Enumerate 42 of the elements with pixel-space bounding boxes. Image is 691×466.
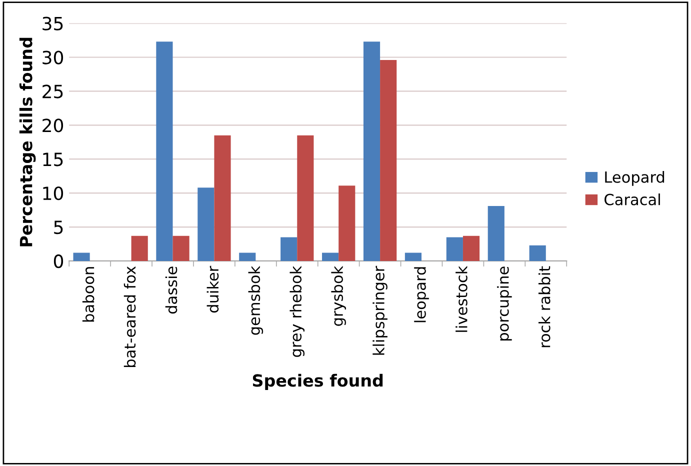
x-tick-label: gemsbok xyxy=(248,266,264,335)
x-tick-label: duiker xyxy=(206,266,219,313)
bar xyxy=(404,252,422,261)
y-tick-label: 35 xyxy=(42,16,63,30)
y-tick-label: 20 xyxy=(42,118,64,132)
x-tick-label: porcupine xyxy=(497,266,512,341)
x-tick-label: grey rhebok xyxy=(290,266,305,357)
x-tick-label: leopard xyxy=(414,267,429,322)
y-tick-label: 0 xyxy=(54,254,64,268)
bar xyxy=(338,186,356,261)
x-tick-label: klipspringer xyxy=(372,266,388,355)
x-tick-label: baboon xyxy=(82,267,94,322)
legend-label: Caracal xyxy=(604,193,660,206)
bar xyxy=(297,135,314,261)
bar xyxy=(280,237,298,261)
x-axis-title: Species found xyxy=(252,374,383,390)
bar xyxy=(322,252,339,261)
x-tick-label: dassie xyxy=(165,266,178,314)
bar xyxy=(214,135,231,261)
bar xyxy=(156,42,173,261)
bar xyxy=(73,252,90,261)
bar xyxy=(529,245,546,261)
y-tick-label: 15 xyxy=(43,152,63,166)
y-tick-label: 30 xyxy=(42,50,64,64)
legend-label: Leopard xyxy=(605,171,664,186)
y-tick-label: 25 xyxy=(42,84,63,98)
bar xyxy=(239,252,256,261)
x-tick-label: grysbok xyxy=(331,266,346,326)
bar xyxy=(363,42,380,261)
bar xyxy=(462,236,480,261)
x-tick-label: bat-eared fox xyxy=(124,266,136,367)
y-tick-label: 5 xyxy=(54,220,63,234)
x-tick-label: livestock xyxy=(456,266,468,332)
bar xyxy=(198,188,214,261)
y-tick-label: 10 xyxy=(43,186,64,200)
x-tick-label: rock rabbit xyxy=(538,266,550,348)
y-axis-title: Percentage kills found xyxy=(19,38,36,246)
bar xyxy=(172,236,190,261)
bar xyxy=(446,237,463,261)
bar xyxy=(131,236,148,261)
bar xyxy=(488,206,504,261)
bar xyxy=(380,60,397,261)
